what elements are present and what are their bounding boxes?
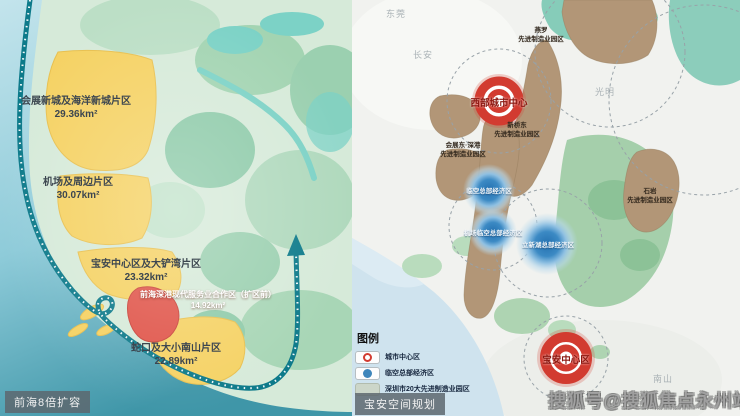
baoan-spatial-plan-map: 东莞 长安 光明 南山 燕罗 先进制造业园区 新桥东 先进制造业园区 会展东·深… — [352, 0, 740, 416]
hub-circles — [463, 164, 578, 275]
city-center-circles — [472, 74, 595, 387]
sohu-watermark: 搜狐号@搜狐焦点永州站 — [548, 391, 740, 411]
legend-item-hub: 临空总部经济区 — [355, 366, 470, 380]
manufacturing-parks — [429, 0, 680, 319]
map-legend: 图例 城市中心区 临空总部经济区 深圳市20大先进制造业园区 — [355, 330, 470, 399]
legend-item-city-center: 城市中心区 — [355, 350, 470, 364]
legend-item-label: 城市中心区 — [385, 354, 420, 361]
legend-item-label: 深圳市20大先进制造业园区 — [385, 386, 470, 393]
qianhai-map-graphic — [0, 0, 352, 416]
hub-legend-icon — [355, 366, 380, 380]
legend-title: 图例 — [357, 333, 379, 345]
caption-badge-baoan: 宝安空间规划 — [355, 393, 445, 415]
legend-item-parks: 深圳市20大先进制造业园区 — [355, 382, 470, 396]
baoan-map-graphic — [352, 0, 740, 416]
caption-badge-qianhai: 前海8倍扩容 — [5, 391, 91, 413]
legend-item-label: 临空总部经济区 — [385, 370, 434, 377]
city-center-legend-icon — [355, 350, 380, 364]
qianhai-expansion-map: 会展新城及海洋新城片区 29.36km² 机场及周边片区 30.07km² 宝安… — [0, 0, 352, 416]
